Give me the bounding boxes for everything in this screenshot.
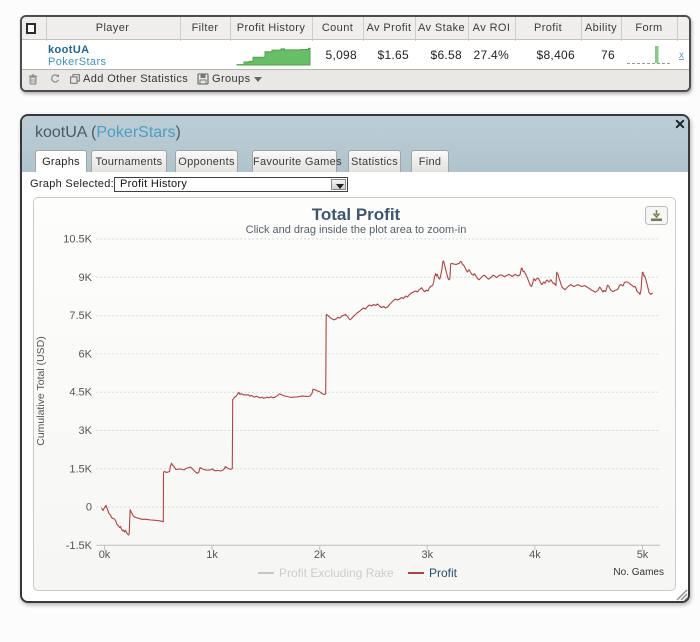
svg-text:1.5K: 1.5K bbox=[69, 463, 92, 475]
svg-text:6K: 6K bbox=[79, 348, 93, 360]
svg-text:9K: 9K bbox=[79, 272, 93, 284]
svg-text:10.5K: 10.5K bbox=[63, 234, 92, 246]
svg-text:Total Profit: Total Profit bbox=[312, 205, 401, 224]
svg-text:3k: 3k bbox=[421, 549, 433, 561]
svg-text:2k: 2k bbox=[314, 549, 326, 561]
svg-text:0k: 0k bbox=[99, 549, 111, 561]
svg-text:4.5K: 4.5K bbox=[69, 387, 92, 399]
svg-text:Cumulative Total (USD): Cumulative Total (USD) bbox=[35, 336, 47, 446]
svg-text:3K: 3K bbox=[79, 425, 93, 437]
svg-text:Click and drag inside the plot: Click and drag inside the plot area to z… bbox=[246, 224, 467, 236]
svg-text:5k: 5k bbox=[637, 549, 649, 561]
svg-text:4k: 4k bbox=[529, 549, 541, 561]
svg-text:0: 0 bbox=[86, 502, 92, 514]
svg-text:Profit Excluding Rake: Profit Excluding Rake bbox=[279, 566, 394, 580]
svg-text:Profit: Profit bbox=[429, 566, 458, 580]
svg-text:No. Games: No. Games bbox=[613, 567, 664, 578]
svg-text:-1.5K: -1.5K bbox=[66, 540, 93, 552]
svg-text:7.5K: 7.5K bbox=[69, 310, 92, 322]
svg-text:1k: 1k bbox=[206, 549, 218, 561]
